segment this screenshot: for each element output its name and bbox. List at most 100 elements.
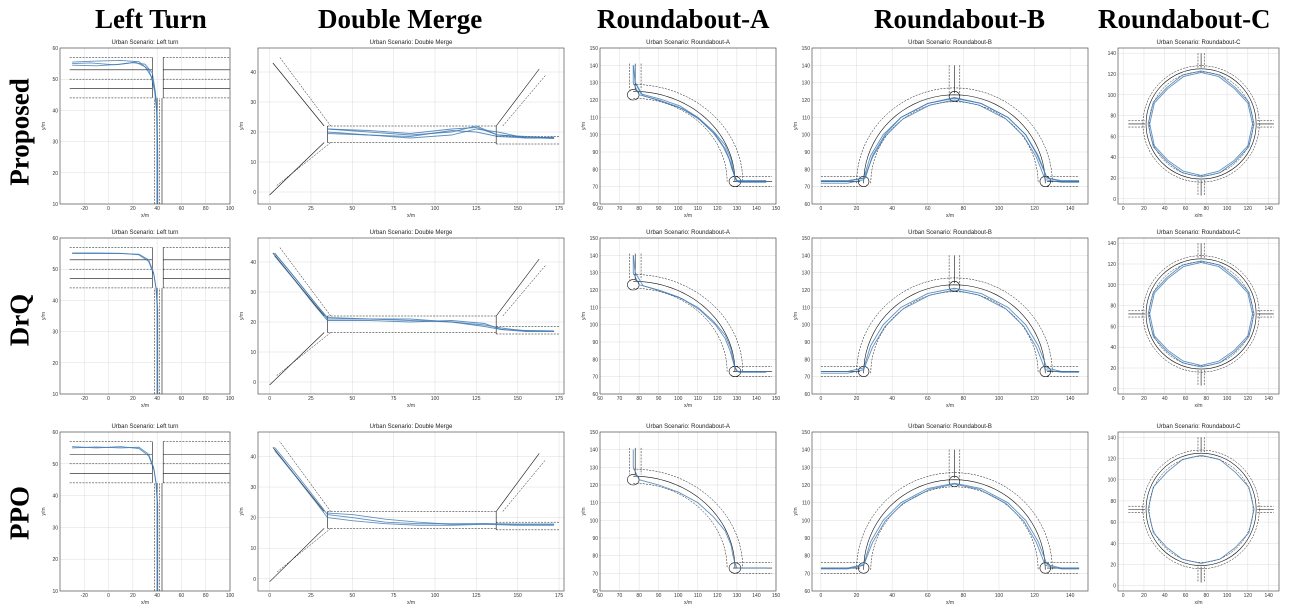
plot-drq-roundabout-a: Urban Scenario: Roundabout-A 60 70 80 90 100 1…	[581, 230, 780, 408]
x-tick-label: 80	[1204, 396, 1210, 402]
x-tick-label: 80	[1204, 593, 1210, 599]
plot-title: Urban Scenario: Roundabout-B	[908, 40, 992, 46]
x-tick-label: 120	[1244, 206, 1253, 212]
y-tick-label: 20	[52, 361, 58, 367]
road-edge	[279, 56, 331, 127]
x-tick-label: 100	[674, 396, 683, 402]
x-tick-label: 0	[820, 396, 823, 402]
x-tick-label: 80	[636, 593, 642, 599]
grid	[60, 431, 231, 592]
x-tick-label: 120	[1244, 396, 1253, 402]
y-tick-label: 60	[804, 589, 810, 595]
grid	[599, 237, 777, 395]
y-tick-label: 70	[592, 375, 598, 381]
y-tick-label: 140	[1108, 51, 1117, 57]
y-tick-label: 130	[590, 81, 599, 87]
x-tick-label: 150	[772, 396, 780, 402]
trajectory-1	[820, 482, 1080, 569]
y-axis-label: y/m	[239, 312, 245, 320]
road-ring	[1148, 456, 1254, 563]
x-tick-label: 60	[1183, 396, 1189, 402]
x-tick-label: 40	[889, 396, 895, 402]
road-edge	[495, 453, 540, 512]
y-tick-label: 120	[802, 483, 811, 489]
y-tick-label: 70	[804, 571, 810, 577]
road-edge	[276, 332, 331, 377]
axes-frame	[811, 237, 1089, 395]
y-tick-label: 20	[1110, 366, 1116, 372]
x-tick-label: 50	[349, 206, 355, 212]
x-tick-label: 100	[431, 396, 440, 402]
x-tick-label: 60	[925, 396, 931, 402]
road-edge	[502, 74, 546, 127]
plot-ppo-roundabout-b: Urban Scenario: Roundabout-B 0 20 40 60 80 100…	[793, 424, 1089, 605]
x-tick-label: 80	[636, 396, 642, 402]
axes-frame	[257, 47, 565, 205]
x-tick-label: 125	[472, 396, 481, 402]
x-tick-label: 100	[226, 396, 234, 402]
road-edge	[633, 482, 728, 569]
y-tick-label: 80	[1110, 114, 1116, 120]
y-tick-label: 0	[253, 380, 256, 386]
road-geometry	[627, 253, 773, 377]
y-tick-label: 110	[802, 305, 810, 311]
y-tick-label: 60	[52, 236, 58, 242]
x-tick-label: 175	[555, 593, 564, 599]
x-tick-label: 50	[349, 593, 355, 599]
trajectory-2	[820, 483, 1080, 570]
trajectory-3	[820, 96, 1080, 182]
x-tick-label: 140	[1264, 206, 1273, 212]
road-geometry	[269, 56, 560, 196]
axes-frame	[811, 47, 1089, 205]
x-axis-label: x/m	[1194, 213, 1202, 218]
grid	[1118, 432, 1279, 591]
axes-frame	[257, 431, 565, 592]
plot-title: Urban Scenario: Left turn	[111, 40, 178, 46]
road-ring	[1039, 175, 1051, 187]
x-axis-label: x/m	[407, 403, 415, 408]
road-edge	[856, 472, 1053, 570]
road-ring	[1145, 452, 1257, 566]
y-tick-label: 0	[1113, 584, 1116, 590]
axes-frame	[257, 237, 565, 395]
y-tick-label: 120	[1108, 262, 1117, 268]
y-tick-label: 40	[1110, 345, 1116, 351]
road-edge	[863, 284, 1046, 374]
y-tick-label: 100	[1108, 283, 1117, 289]
trajectory-2	[1149, 72, 1253, 176]
trajectory-3	[274, 252, 555, 332]
y-tick-label: 120	[1108, 457, 1117, 463]
road-geometry	[820, 255, 1080, 377]
x-tick-label: 40	[154, 206, 160, 212]
y-axis-label: y/m	[239, 122, 245, 130]
trajectory-series	[327, 125, 555, 140]
y-tick-label: 120	[1108, 72, 1117, 78]
plot-proposed-left-turn: Urban Scenario: Left turn -20 0 20 40 60 80 100…	[41, 40, 234, 218]
road-edge	[633, 288, 728, 372]
road-edge	[502, 459, 546, 512]
y-tick-label: 150	[590, 46, 599, 52]
x-tick-label: 25	[308, 206, 314, 212]
road-edge	[279, 246, 331, 317]
x-tick-label: 50	[349, 396, 355, 402]
y-tick-label: 60	[1110, 520, 1116, 526]
grid	[599, 47, 777, 205]
y-tick-label: 80	[804, 167, 810, 173]
y-tick-label: 90	[804, 150, 810, 156]
x-axis-label: x/m	[141, 600, 149, 605]
road-edge	[272, 62, 325, 127]
trajectory-1	[1147, 70, 1255, 178]
x-tick-label: 100	[1223, 396, 1232, 402]
x-tick-label: 60	[1183, 593, 1189, 599]
plot-proposed-roundabout-a: Urban Scenario: Roundabout-A 60 70 80 90 100 1…	[581, 40, 780, 218]
y-axis-label: y/m	[793, 507, 799, 515]
y-axis-label: y/m	[41, 507, 47, 515]
x-tick-label: 0	[1122, 396, 1125, 402]
trajectory-2	[632, 255, 767, 373]
x-tick-label: 25	[308, 396, 314, 402]
x-tick-label: 100	[995, 396, 1004, 402]
y-axis-label: y/m	[581, 122, 587, 130]
y-tick-label: 20	[1110, 563, 1116, 569]
